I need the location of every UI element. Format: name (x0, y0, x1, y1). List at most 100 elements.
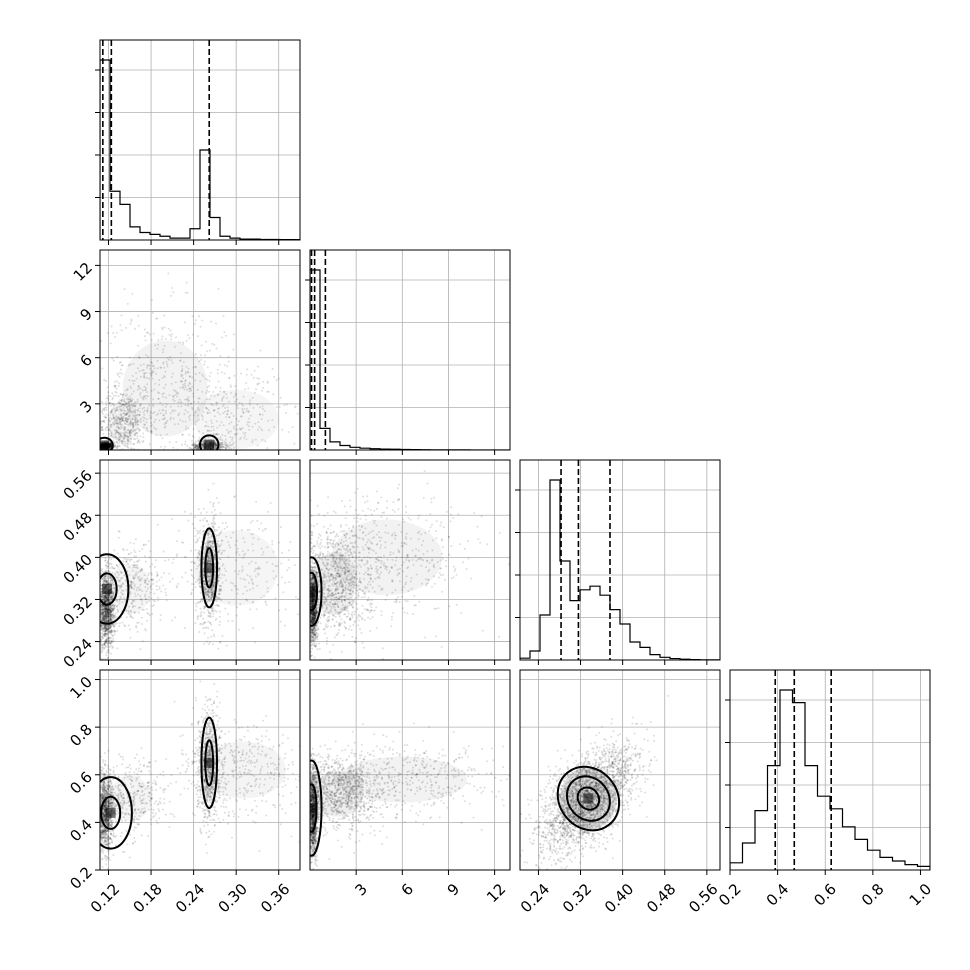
scatter-point (116, 599, 119, 602)
scatter-point (198, 575, 201, 578)
scatter-point (170, 359, 173, 361)
scatter-point (108, 608, 110, 611)
scatter-point (221, 445, 223, 448)
scatter-point (199, 623, 202, 626)
scatter-point (109, 442, 112, 445)
scatter-point (120, 408, 123, 411)
scatter-point (173, 389, 175, 392)
scatter-point (208, 541, 211, 544)
scatter-point (128, 559, 131, 562)
scatter-point (176, 586, 179, 589)
scatter-point (105, 599, 108, 602)
scatter-point (152, 405, 155, 408)
scatter-point (129, 442, 132, 445)
scatter-point (140, 417, 143, 420)
scatter-point (202, 530, 205, 532)
scatter-point (194, 622, 197, 625)
scatter-point (129, 400, 132, 403)
scatter-point (214, 447, 217, 450)
scatter-point (208, 575, 211, 578)
scatter-point (143, 395, 146, 398)
scatter-point (164, 383, 167, 386)
scatter-point (196, 444, 199, 447)
scatter-point (100, 591, 103, 594)
scatter-point (102, 608, 105, 611)
scatter-point (183, 388, 186, 391)
scatter-point (238, 427, 241, 430)
scatter-point (103, 594, 106, 597)
scatter-point (111, 597, 114, 600)
scatter-point (176, 395, 178, 398)
scatter-point (150, 430, 153, 433)
scatter-point (107, 619, 110, 621)
scatter-point (113, 567, 115, 570)
scatter-point (127, 412, 129, 415)
scatter-point (213, 443, 216, 446)
scatter-point (108, 631, 111, 634)
scatter-point (108, 599, 111, 602)
scatter-point (111, 592, 114, 595)
scatter-point (108, 563, 111, 566)
scatter-point (161, 418, 164, 421)
scatter-point (285, 403, 288, 406)
scatter-point (155, 428, 158, 431)
scatter-point (211, 542, 214, 545)
scatter-point (106, 565, 109, 568)
scatter-point (100, 618, 103, 621)
scatter-point (120, 435, 123, 438)
scatter-point (104, 624, 107, 627)
scatter-point (103, 619, 105, 622)
scatter-point (202, 375, 205, 378)
scatter-point (107, 598, 110, 601)
scatter-point (113, 380, 116, 383)
scatter-point (121, 548, 124, 550)
scatter-point (150, 430, 153, 433)
scatter-point (163, 374, 166, 377)
scatter-point (122, 404, 125, 406)
scatter-point (313, 613, 316, 616)
scatter-point (194, 549, 197, 552)
scatter-point (106, 596, 109, 599)
scatter-point (255, 500, 258, 503)
scatter-point (142, 426, 145, 429)
scatter-point (113, 616, 116, 619)
scatter-point (108, 427, 111, 430)
scatter-point (108, 637, 111, 639)
scatter-point (105, 610, 108, 613)
scatter-point (219, 386, 222, 389)
scatter-point (181, 386, 184, 389)
scatter-point (129, 407, 132, 409)
scatter-point (105, 597, 108, 600)
scatter-point (128, 414, 131, 417)
scatter-point (196, 445, 199, 448)
scatter-point (105, 609, 108, 612)
scatter-point (212, 583, 215, 586)
scatter-point (218, 424, 221, 427)
scatter-point (234, 392, 237, 395)
scatter-point (110, 409, 113, 412)
scatter-point (180, 443, 183, 446)
scatter-point (134, 422, 137, 425)
scatter-point (148, 614, 151, 617)
scatter-point (103, 610, 106, 613)
scatter-point (214, 442, 217, 445)
scatter-point (148, 565, 151, 568)
scatter-point (107, 607, 109, 610)
scatter-point (271, 540, 274, 543)
scatter-point (221, 581, 224, 584)
scatter-point (132, 564, 135, 567)
scatter-point (200, 598, 203, 601)
scatter-point (207, 555, 210, 558)
scatter-point (225, 444, 228, 447)
scatter-point (106, 617, 109, 620)
scatter-point (235, 539, 238, 542)
scatter-point (118, 622, 121, 625)
scatter-point (105, 397, 108, 400)
scatter-point (105, 628, 108, 631)
scatter-point (202, 579, 205, 582)
scatter-point (109, 626, 112, 629)
scatter-point (109, 443, 112, 446)
scatter-point (219, 442, 222, 444)
scatter-point (116, 604, 119, 607)
scatter-point (129, 636, 132, 639)
